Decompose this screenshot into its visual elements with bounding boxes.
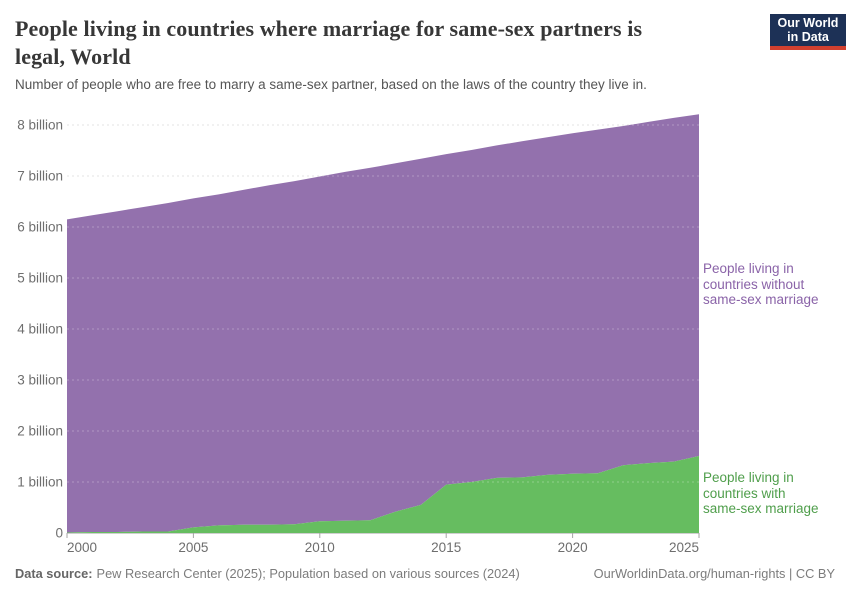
site-link[interactable]: OurWorldinData.org/human-rights bbox=[593, 566, 786, 581]
license-label: CC BY bbox=[795, 566, 835, 581]
page-title: People living in countries where marriag… bbox=[15, 15, 760, 71]
y-tick-label: 1 billion bbox=[17, 475, 63, 490]
title-line-2: legal, World bbox=[15, 44, 131, 69]
y-tick-label: 7 billion bbox=[17, 169, 63, 184]
y-tick-label: 5 billion bbox=[17, 271, 63, 286]
x-tick-label: 2010 bbox=[305, 540, 335, 555]
x-tick-label: 2005 bbox=[178, 540, 208, 555]
y-tick-label: 2 billion bbox=[17, 424, 63, 439]
x-tick-label: 2020 bbox=[558, 540, 588, 555]
y-tick-label: 0 bbox=[55, 526, 63, 541]
data-source-note: Data source: Pew Research Center (2025); … bbox=[15, 566, 520, 582]
chart-subtitle: Number of people who are free to marry a… bbox=[15, 77, 647, 92]
footer-separator: | bbox=[789, 566, 793, 581]
owid-logo[interactable]: Our World in Data bbox=[770, 14, 846, 50]
x-tick-label: 2000 bbox=[67, 540, 97, 555]
owid-logo-accent-bar bbox=[770, 46, 846, 50]
data-source-text: Pew Research Center (2025); Population b… bbox=[96, 566, 520, 581]
x-tick-label: 2015 bbox=[431, 540, 461, 555]
footer-right: OurWorldinData.org/human-rights | CC BY bbox=[594, 566, 835, 582]
y-tick-label: 4 billion bbox=[17, 322, 63, 337]
title-line-1: People living in countries where marriag… bbox=[15, 16, 643, 41]
owid-logo-text: Our World in Data bbox=[770, 14, 846, 46]
series-label-with-same-sex-marriage: People living in countries with same-sex… bbox=[703, 470, 819, 516]
data-source-label: Data source: bbox=[15, 566, 93, 581]
y-tick-label: 8 billion bbox=[17, 118, 63, 133]
area-without-same-sex-marriage bbox=[67, 114, 699, 533]
area-with-same-sex-marriage bbox=[67, 456, 699, 533]
chart-footer: Data source: Pew Research Center (2025); … bbox=[15, 566, 835, 582]
x-tick-label: 2025 bbox=[669, 540, 699, 555]
y-tick-label: 3 billion bbox=[17, 373, 63, 388]
y-tick-label: 6 billion bbox=[17, 220, 63, 235]
series-label-without-same-sex-marriage: People living in countries without same-… bbox=[703, 261, 819, 307]
